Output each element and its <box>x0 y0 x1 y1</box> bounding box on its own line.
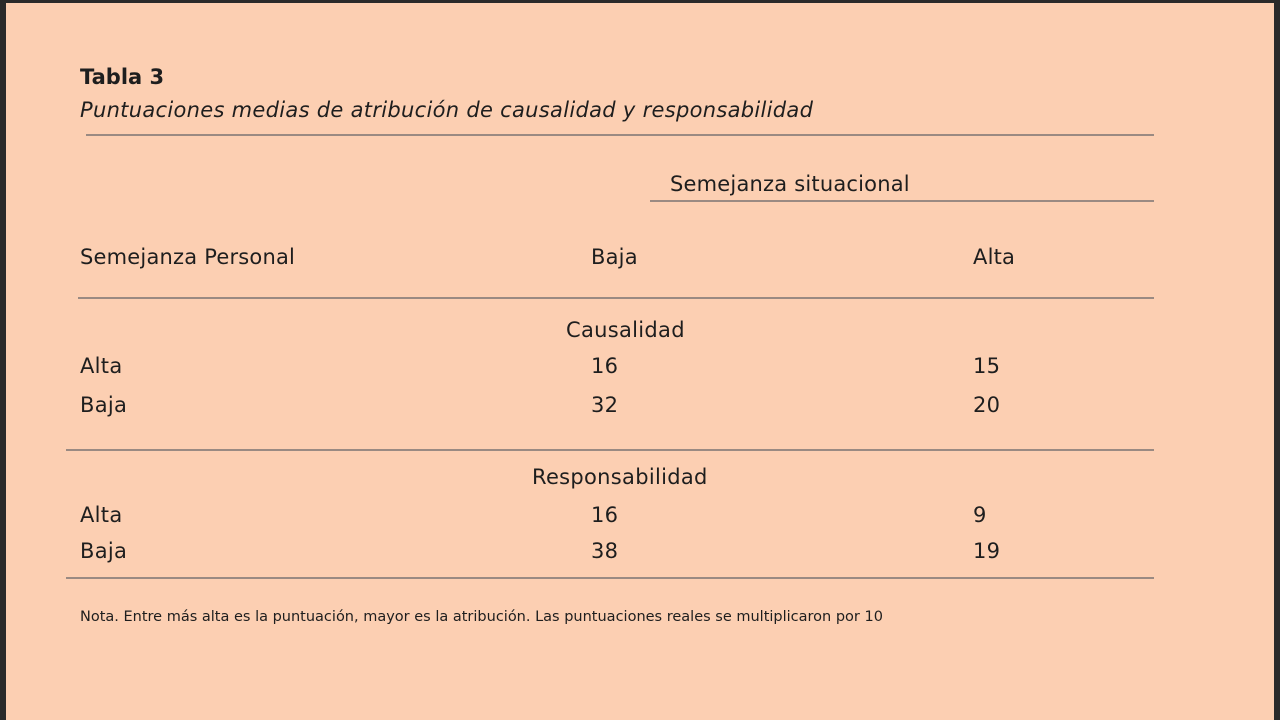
col-header-alta: Alta <box>973 245 1016 269</box>
top-rule <box>86 134 1154 136</box>
col-header-baja: Baja <box>591 245 638 269</box>
table-cell: 32 <box>591 393 619 417</box>
row-label: Baja <box>80 539 128 563</box>
spanner-header: Semejanza situacional <box>670 172 910 196</box>
spanner-rule <box>650 200 1154 202</box>
table-cell: 19 <box>973 539 1001 563</box>
slide: Tabla 3 Puntuaciones medias de atribució… <box>6 3 1274 720</box>
row-label: Alta <box>80 354 123 378</box>
table-caption: Puntuaciones medias de atribución de cau… <box>80 98 814 122</box>
table-cell: 16 <box>591 354 619 378</box>
header-rule <box>78 297 1154 299</box>
table-note: Nota. Entre más alta es la puntuación, m… <box>80 609 883 625</box>
section-rule <box>66 449 1154 451</box>
table-cell: 9 <box>973 503 987 527</box>
table-cell: 20 <box>973 393 1001 417</box>
row-label: Alta <box>80 503 123 527</box>
section-label-causalidad: Causalidad <box>566 318 685 342</box>
table-cell: 15 <box>973 354 1001 378</box>
table-number: Tabla 3 <box>80 65 165 89</box>
section-label-responsabilidad: Responsabilidad <box>532 465 708 489</box>
row-header: Semejanza Personal <box>80 245 296 269</box>
row-label: Baja <box>80 393 128 417</box>
table-cell: 16 <box>591 503 619 527</box>
bottom-rule <box>66 577 1154 579</box>
table-cell: 38 <box>591 539 619 563</box>
